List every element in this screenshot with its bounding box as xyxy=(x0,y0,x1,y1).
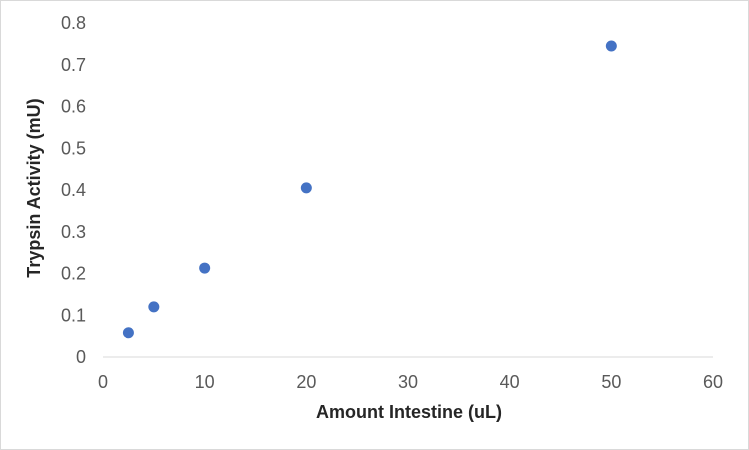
y-tick-label: 0 xyxy=(76,347,86,367)
x-tick-label: 10 xyxy=(195,372,215,392)
x-axis-title: Amount Intestine (uL) xyxy=(316,402,502,422)
y-tick-label: 0.7 xyxy=(61,55,86,75)
y-tick-label: 0.6 xyxy=(61,97,86,117)
data-points xyxy=(122,40,617,339)
y-tick-label: 0.1 xyxy=(61,305,86,325)
x-tick-label: 30 xyxy=(398,372,418,392)
x-tick-labels: 0 10 20 30 40 50 60 xyxy=(98,372,723,392)
y-tick-label: 0.5 xyxy=(61,138,86,158)
x-tick-label: 0 xyxy=(98,372,108,392)
x-tick-label: 40 xyxy=(500,372,520,392)
y-tick-label: 0.8 xyxy=(61,13,86,33)
y-tick-label: 0.3 xyxy=(61,222,86,242)
y-tick-labels: 0 0.1 0.2 0.3 0.4 0.5 0.6 0.7 0.8 xyxy=(61,13,86,367)
y-axis-title: Trypsin Activity (mU) xyxy=(24,98,44,277)
x-tick-label: 50 xyxy=(601,372,621,392)
data-point xyxy=(122,327,134,339)
x-tick-label: 60 xyxy=(703,372,723,392)
y-tick-label: 0.4 xyxy=(61,180,86,200)
data-point xyxy=(605,40,617,52)
data-point xyxy=(199,262,211,274)
x-tick-label: 20 xyxy=(296,372,316,392)
data-point xyxy=(300,182,312,194)
y-tick-label: 0.2 xyxy=(61,264,86,284)
data-point xyxy=(148,301,160,313)
